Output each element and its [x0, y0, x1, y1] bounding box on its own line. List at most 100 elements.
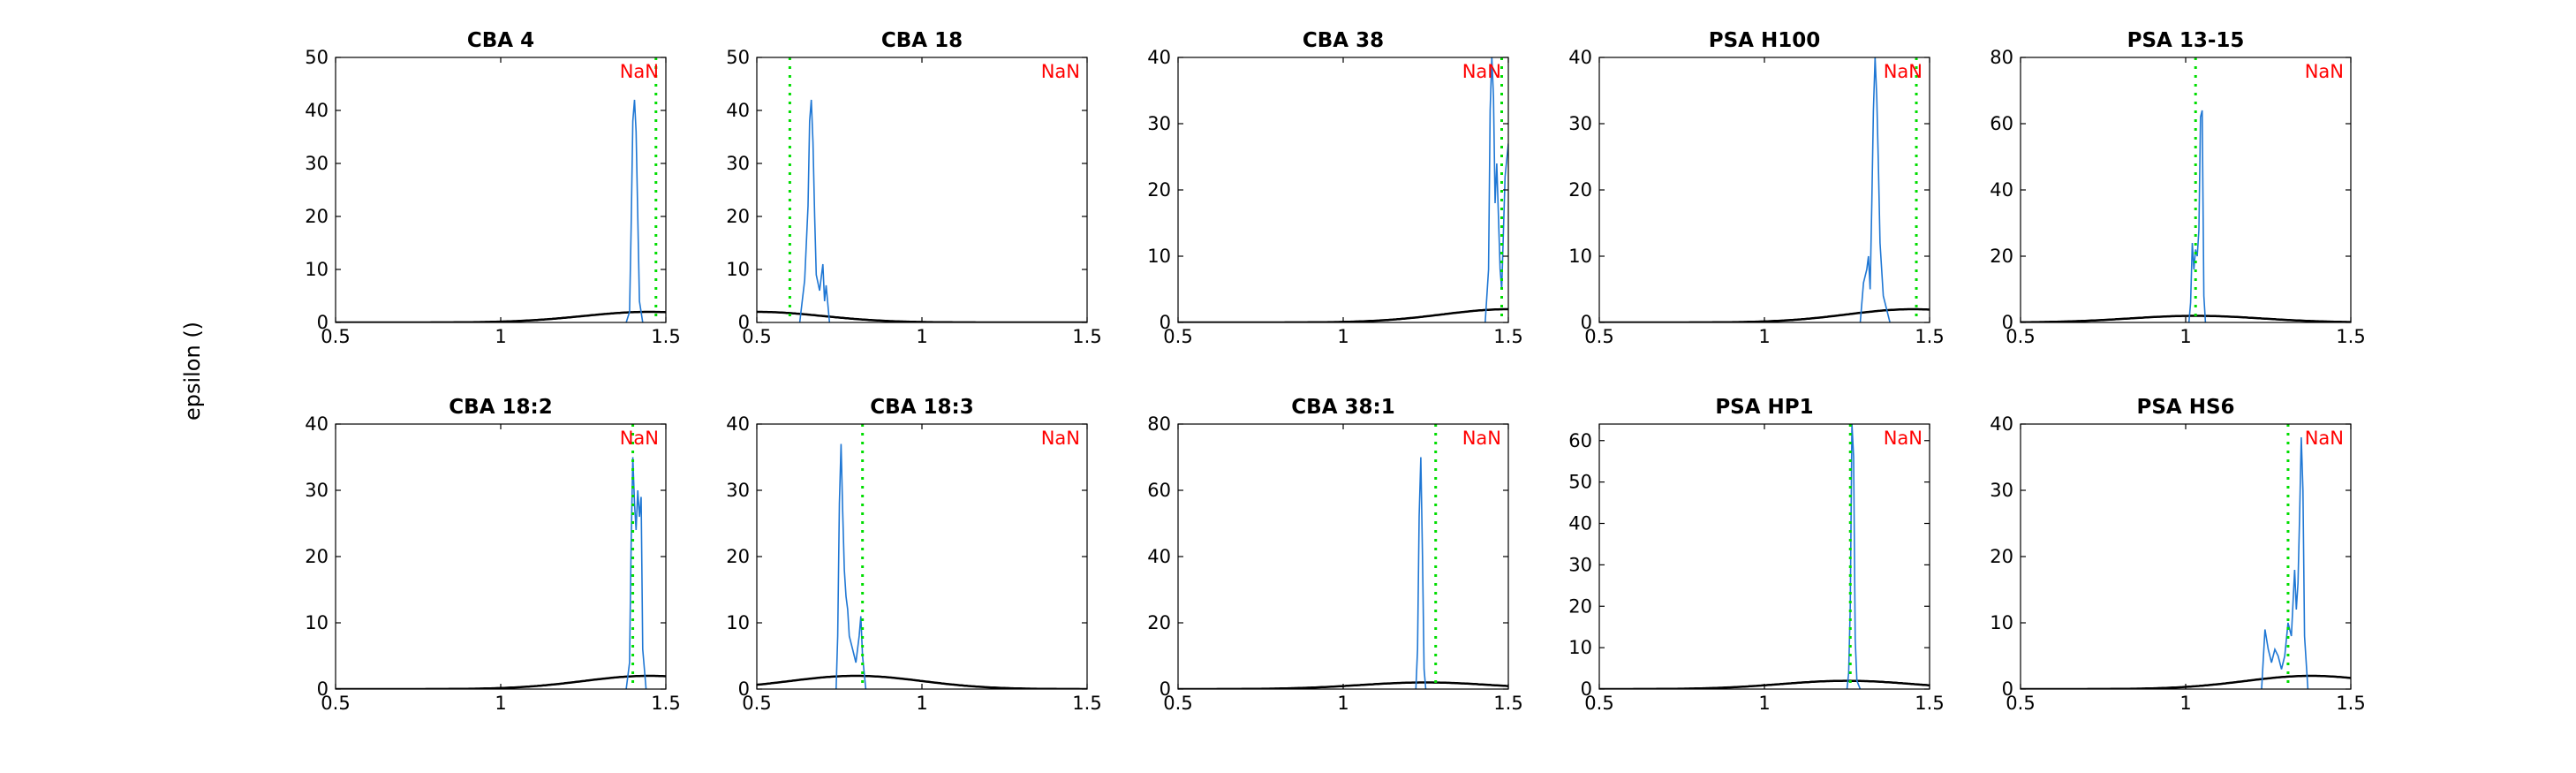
nan-annotation: NaN: [2305, 428, 2344, 449]
plot-area: [1599, 424, 1930, 689]
subplot-title: CBA 18: [881, 29, 963, 52]
subplot-4: PSA H100 0.5 1 1.5 0 10 20 30 40 NaN: [1568, 29, 1944, 347]
gaussian-curve: [2021, 315, 2351, 322]
x-tick-label: 1.5: [1915, 693, 1944, 714]
x-tick-label: 1: [495, 326, 506, 347]
plot-area: [1178, 57, 1508, 322]
x-tick-label: 1: [2179, 326, 2191, 347]
y-tick-label: 10: [1568, 637, 1592, 658]
x-tick-label: 1.5: [1072, 326, 1101, 347]
subplot-title: PSA H100: [1709, 29, 1821, 52]
x-tick-label: 0.5: [1163, 693, 1192, 714]
y-tick-label: 20: [726, 206, 750, 227]
axes-frame: [335, 57, 667, 323]
y-tick-label: 20: [1990, 546, 2013, 567]
x-tick-label: 1.5: [2336, 326, 2365, 347]
y-tick-label: 10: [305, 259, 329, 280]
histogram-line: [798, 99, 831, 322]
histogram-line: [625, 457, 647, 689]
x-tick-label: 1: [1337, 693, 1348, 714]
nan-annotation: NaN: [1041, 428, 1080, 449]
axes-frame: [335, 423, 667, 690]
y-tick-label: 0: [1160, 312, 1171, 333]
subplot-3: CBA 38 0.5 1 1.5 0 10 20 30 40 NaN: [1147, 29, 1522, 347]
subplot-10: PSA HS6 0.5 1 1.5 0 10 20 30 40 NaN: [1990, 396, 2365, 714]
y-axis-label: epsilon (): [180, 322, 205, 421]
y-tick-label: 0: [1581, 678, 1592, 700]
y-tick-label: 40: [1147, 546, 1171, 567]
y-tick-label: 40: [1568, 513, 1592, 534]
y-tick-label: 40: [726, 413, 750, 435]
x-tick-label: 0.5: [1584, 693, 1613, 714]
y-tick-label: 0: [2002, 312, 2013, 333]
x-tick-label: 1: [1337, 326, 1348, 347]
histogram-line: [2261, 436, 2309, 689]
x-tick-label: 1: [916, 693, 927, 714]
nan-annotation: NaN: [2305, 61, 2344, 82]
subplot-title: CBA 38:1: [1291, 396, 1394, 419]
plot-area: [757, 424, 1087, 689]
y-tick-label: 30: [726, 153, 750, 174]
plot-area: [336, 57, 666, 322]
subplot-8: CBA 38:1 0.5 1 1.5 0 20 40 60 80 NaN: [1147, 396, 1522, 714]
subplot-2: CBA 18 0.5 1 1.5 0 10 20 30 40 50 NaN: [726, 29, 1101, 347]
nan-annotation: NaN: [1041, 61, 1080, 82]
y-tick-label: 20: [1568, 179, 1592, 201]
histogram-line: [835, 443, 867, 689]
nan-annotation: NaN: [620, 428, 659, 449]
y-tick-label: 40: [1147, 47, 1171, 68]
axes-frame: [2020, 57, 2352, 323]
y-tick-label: 30: [726, 480, 750, 501]
plot-area: [2021, 424, 2351, 689]
subplot-title: CBA 38: [1303, 29, 1384, 52]
x-tick-label: 1.5: [1493, 326, 1522, 347]
plot-area: [336, 424, 666, 689]
y-tick-label: 10: [305, 612, 329, 633]
axes-frame: [1598, 423, 1930, 690]
nan-annotation: NaN: [1884, 61, 1923, 82]
y-tick-label: 50: [726, 47, 750, 68]
y-tick-label: 10: [1568, 246, 1592, 267]
y-tick-label: 40: [305, 413, 329, 435]
y-tick-label: 30: [1147, 113, 1171, 134]
y-tick-label: 40: [726, 100, 750, 121]
nan-annotation: NaN: [1884, 428, 1923, 449]
y-tick-label: 0: [1160, 678, 1171, 700]
y-tick-label: 30: [1568, 554, 1592, 575]
y-tick-label: 0: [1581, 312, 1592, 333]
x-tick-label: 1: [916, 326, 927, 347]
x-tick-label: 0.5: [1163, 326, 1192, 347]
nan-annotation: NaN: [1462, 61, 1501, 82]
y-tick-label: 10: [726, 259, 750, 280]
y-tick-label: 40: [1990, 179, 2013, 201]
subplot-7: CBA 18:3 0.5 1 1.5 0 10 20 30 40 NaN: [726, 396, 1101, 714]
x-tick-label: 0.5: [321, 693, 350, 714]
y-tick-label: 30: [1568, 113, 1592, 134]
plot-area: [2021, 57, 2351, 322]
subplot-title: CBA 18:3: [870, 396, 973, 419]
y-tick-label: 10: [726, 612, 750, 633]
y-tick-label: 0: [317, 312, 329, 333]
y-tick-label: 60: [1147, 480, 1171, 501]
y-tick-label: 80: [1147, 413, 1171, 435]
x-tick-label: 1: [2179, 693, 2191, 714]
histogram-line: [2187, 110, 2207, 322]
nan-annotation: NaN: [620, 61, 659, 82]
x-tick-label: 0.5: [321, 326, 350, 347]
y-tick-label: 40: [1568, 47, 1592, 68]
y-tick-label: 0: [317, 678, 329, 700]
y-tick-label: 10: [1990, 612, 2013, 633]
histogram-line: [625, 99, 644, 322]
subplot-title: PSA HP1: [1715, 396, 1813, 419]
y-tick-label: 30: [305, 480, 329, 501]
y-tick-label: 30: [305, 153, 329, 174]
axes-frame: [756, 57, 1088, 323]
x-tick-label: 0.5: [742, 693, 771, 714]
subplot-6: CBA 18:2 0.5 1 1.5 0 10 20 30 40 NaN: [305, 396, 680, 714]
y-tick-label: 20: [1990, 246, 2013, 267]
axes-frame: [1177, 57, 1509, 323]
x-tick-label: 1.5: [651, 326, 680, 347]
x-tick-label: 0.5: [1584, 326, 1613, 347]
x-tick-label: 1: [495, 693, 506, 714]
